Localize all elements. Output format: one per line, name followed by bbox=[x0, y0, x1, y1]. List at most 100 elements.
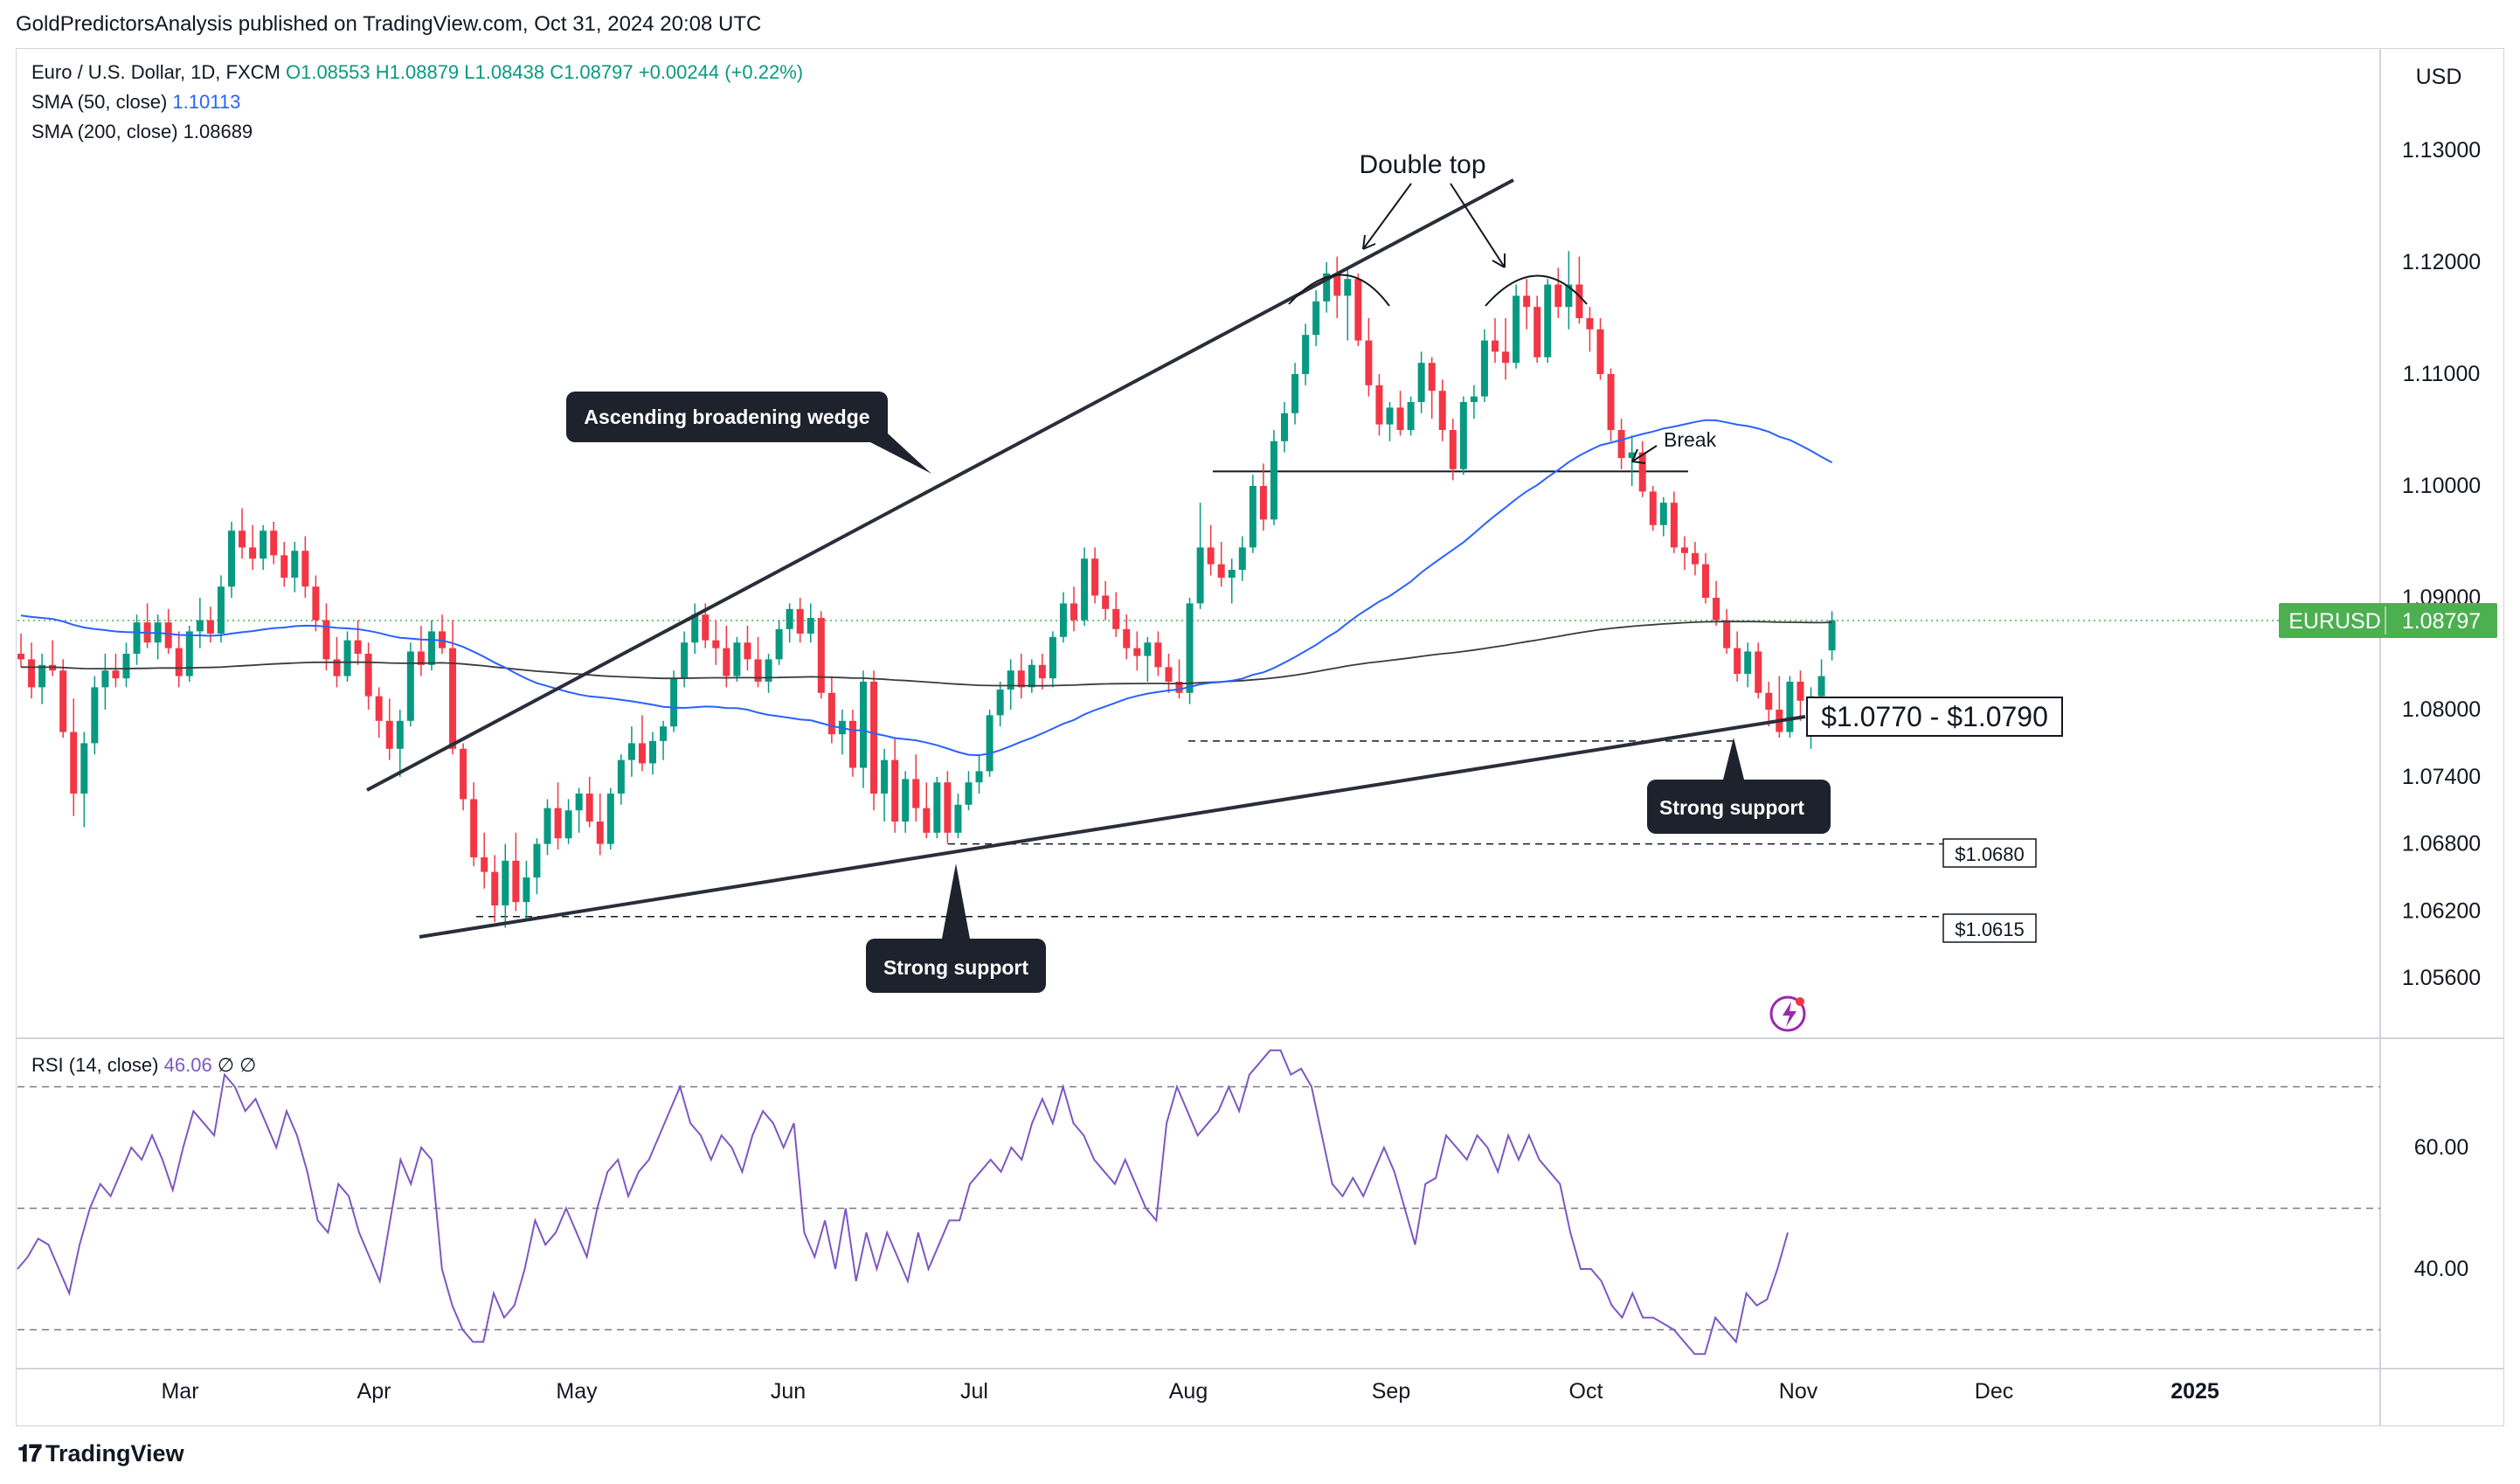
candle-body[interactable] bbox=[406, 651, 414, 721]
candle-body[interactable] bbox=[807, 618, 814, 634]
candle-body[interactable] bbox=[417, 651, 425, 665]
tradingview-logo[interactable]: 𝟏𝟕 TradingView bbox=[17, 1440, 184, 1468]
candle-body[interactable] bbox=[1554, 284, 1562, 308]
candle-body[interactable] bbox=[585, 794, 593, 822]
candle-body[interactable] bbox=[817, 618, 825, 693]
candle-body[interactable] bbox=[575, 794, 583, 811]
sma50-legend[interactable]: SMA (50, close) 1.10113 bbox=[31, 91, 240, 114]
wedge-callout-box[interactable] bbox=[566, 392, 931, 474]
candle-body[interactable] bbox=[744, 642, 751, 660]
candle-body[interactable] bbox=[1396, 407, 1404, 430]
candle-body[interactable] bbox=[881, 759, 889, 794]
candle-body[interactable] bbox=[1038, 664, 1046, 679]
candle-body[interactable] bbox=[364, 654, 372, 697]
candle-body[interactable] bbox=[1186, 603, 1194, 693]
candle-body[interactable] bbox=[1765, 692, 1773, 710]
candle-body[interactable] bbox=[1249, 486, 1257, 548]
candle-body[interactable] bbox=[1175, 682, 1183, 693]
candle-body[interactable] bbox=[481, 856, 488, 872]
candle-body[interactable] bbox=[1333, 273, 1341, 296]
candle-body[interactable] bbox=[702, 614, 710, 641]
candle-body[interactable] bbox=[206, 620, 214, 634]
break-label[interactable]: Break bbox=[1664, 428, 1717, 451]
candle-body[interactable] bbox=[38, 664, 46, 688]
candle-body[interactable] bbox=[280, 555, 288, 578]
candle-body[interactable] bbox=[1323, 273, 1331, 302]
strong-support-label-2[interactable]: Strong support bbox=[1659, 796, 1804, 819]
candle-body[interactable] bbox=[1417, 363, 1425, 402]
candle-body[interactable] bbox=[1070, 603, 1077, 621]
candle-body[interactable] bbox=[1565, 284, 1573, 308]
candle-body[interactable] bbox=[1291, 374, 1299, 413]
candle-body[interactable] bbox=[1744, 651, 1752, 675]
candle-body[interactable] bbox=[1575, 284, 1583, 318]
level-1-tag[interactable] bbox=[1942, 838, 2037, 868]
candle-body[interactable] bbox=[70, 732, 78, 794]
candle-body[interactable] bbox=[312, 586, 320, 621]
candle-body[interactable] bbox=[1449, 430, 1457, 469]
candle-body[interactable] bbox=[512, 860, 520, 903]
candle-body[interactable] bbox=[796, 608, 804, 634]
candle-body[interactable] bbox=[848, 720, 856, 768]
candle-body[interactable] bbox=[1817, 676, 1825, 697]
candle-body[interactable] bbox=[1312, 301, 1320, 336]
candle-body[interactable] bbox=[1734, 648, 1741, 675]
rsi-line[interactable] bbox=[17, 1049, 1789, 1356]
candle-body[interactable] bbox=[1438, 391, 1446, 430]
candle-body[interactable] bbox=[944, 782, 952, 833]
candle-body[interactable] bbox=[1723, 620, 1731, 648]
candle-body[interactable] bbox=[891, 759, 899, 822]
candle-body[interactable] bbox=[1607, 374, 1615, 430]
candle-body[interactable] bbox=[91, 687, 99, 744]
candle-body[interactable] bbox=[523, 877, 530, 903]
candle-body[interactable] bbox=[1059, 603, 1067, 637]
candle-body[interactable] bbox=[1691, 552, 1699, 565]
candle-body[interactable] bbox=[902, 779, 910, 822]
candle-body[interactable] bbox=[638, 743, 646, 764]
candle-body[interactable] bbox=[1049, 636, 1056, 679]
candle-body[interactable] bbox=[164, 622, 172, 648]
candle-body[interactable] bbox=[986, 715, 993, 772]
chart-frame[interactable] bbox=[16, 48, 2504, 1426]
wedge-label[interactable]: Ascending broadening wedge bbox=[584, 406, 869, 428]
candle-body[interactable] bbox=[1680, 547, 1688, 553]
candle-body[interactable] bbox=[291, 551, 299, 578]
last-price-tag[interactable] bbox=[2279, 602, 2497, 638]
candle-body[interactable] bbox=[17, 654, 24, 660]
candle-body[interactable] bbox=[175, 648, 183, 676]
candle-body[interactable] bbox=[1755, 651, 1762, 693]
candle-body[interactable] bbox=[1154, 642, 1162, 668]
candle-body[interactable] bbox=[691, 614, 699, 643]
candle-body[interactable] bbox=[649, 740, 656, 764]
sma200-legend[interactable]: SMA (200, close) 1.08689 bbox=[31, 121, 253, 143]
candle-body[interactable] bbox=[185, 631, 193, 676]
candle-body[interactable] bbox=[196, 620, 204, 632]
support-zone-box[interactable] bbox=[1806, 697, 2063, 737]
wedge-lower-trendline[interactable] bbox=[419, 715, 1806, 939]
candle-body[interactable] bbox=[80, 743, 88, 794]
candle-body[interactable] bbox=[1428, 363, 1436, 392]
strong-support-label-1[interactable]: Strong support bbox=[883, 956, 1028, 979]
candle-body[interactable] bbox=[670, 678, 678, 727]
candle-body[interactable] bbox=[333, 659, 341, 676]
candle-body[interactable] bbox=[1281, 413, 1288, 441]
candle-body[interactable] bbox=[975, 771, 983, 783]
candle-body[interactable] bbox=[249, 547, 257, 559]
candle-body[interactable] bbox=[1828, 620, 1836, 651]
candle-body[interactable] bbox=[1797, 682, 1804, 701]
candle-body[interactable] bbox=[754, 659, 762, 682]
candle-body[interactable] bbox=[1638, 452, 1646, 492]
candle-body[interactable] bbox=[1081, 558, 1089, 621]
candle-body[interactable] bbox=[1470, 396, 1478, 402]
candle-body[interactable] bbox=[596, 822, 604, 844]
candle-body[interactable] bbox=[1007, 670, 1014, 690]
candle-body[interactable] bbox=[660, 726, 668, 741]
candle-body[interactable] bbox=[1459, 402, 1467, 469]
candle-body[interactable] bbox=[491, 871, 499, 905]
candle-body[interactable] bbox=[301, 551, 309, 587]
candle-body[interactable] bbox=[912, 779, 920, 808]
candle-body[interactable] bbox=[427, 631, 435, 665]
candle-body[interactable] bbox=[228, 530, 235, 587]
candle-body[interactable] bbox=[59, 670, 67, 732]
candle-body[interactable] bbox=[1228, 570, 1236, 578]
